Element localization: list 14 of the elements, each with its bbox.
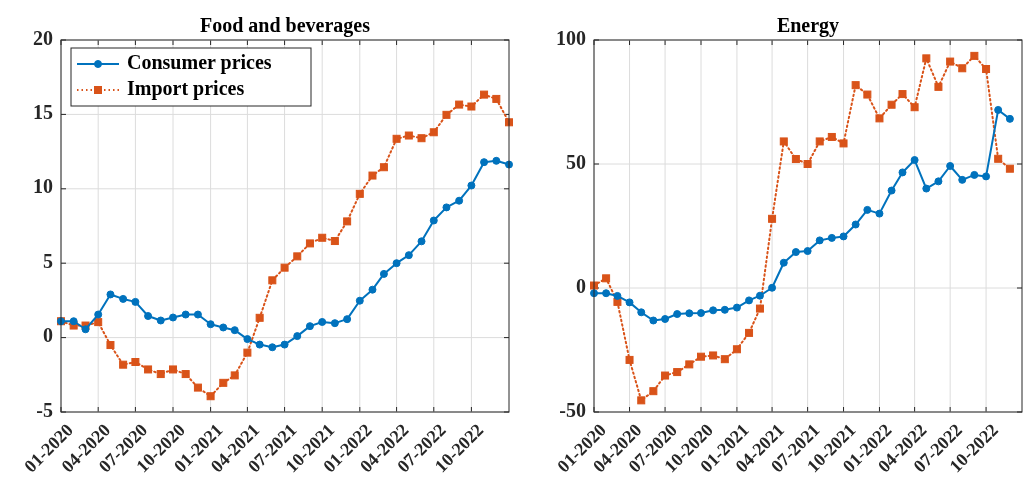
legend-label: Import prices [127, 76, 245, 100]
legend-label: Consumer prices [127, 50, 272, 74]
chart-title: Food and beverages [200, 14, 371, 37]
chart-title: Energy [776, 14, 840, 37]
y-tick-label: 10 [33, 175, 53, 198]
y-tick-label: 0 [43, 324, 53, 347]
y-tick-label: 0 [576, 274, 586, 297]
y-tick-label: 100 [556, 26, 586, 49]
y-tick-label: 15 [33, 100, 53, 123]
y-tick-label: 50 [566, 150, 586, 173]
y-tick-label: 20 [33, 26, 53, 49]
y-tick-label: -50 [559, 398, 586, 421]
y-tick-label: 5 [43, 249, 53, 272]
y-tick-label: -5 [36, 398, 53, 421]
